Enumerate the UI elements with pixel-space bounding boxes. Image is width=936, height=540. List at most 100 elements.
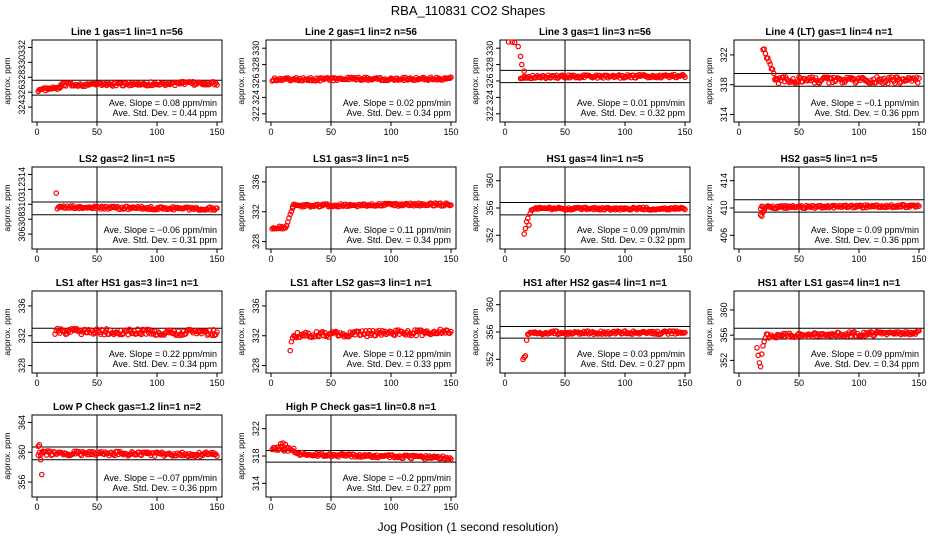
data-point	[884, 80, 891, 87]
panel-5: LS2 gas=2 lin=1 n=5 approx. ppm 0 50 100 150 3…	[2, 154, 225, 264]
panel-3: Line 3 gas=1 lin=3 n=56 approx. ppm 0 50 100…	[470, 27, 693, 137]
x-tick-label: 50	[560, 378, 570, 388]
data-points	[754, 328, 922, 370]
x-tick-label: 100	[149, 254, 164, 264]
stat-annotation: Ave. Slope = 0.02 ppm/min	[343, 98, 451, 108]
x-tick-label: 0	[736, 127, 741, 137]
panel-title: HS1 after HS2 gas=4 lin=1 n=1	[523, 278, 667, 289]
stat-annotation: Ave. Std. Dev. = 0.36 ppm	[815, 235, 919, 245]
y-tick-label: 360	[485, 173, 495, 188]
data-point	[652, 74, 658, 81]
stat-annotation: Ave. Slope = −0.07 ppm/min	[104, 473, 217, 483]
x-tick-label: 100	[149, 502, 164, 512]
data-point	[682, 329, 688, 336]
stat-annotation: Ave. Std. Dev. = 0.36 ppm	[815, 108, 919, 118]
x-tick-label: 100	[149, 127, 164, 137]
data-points	[520, 328, 688, 363]
stat-annotation: Ave. Slope = −0.1 ppm/min	[811, 98, 919, 108]
x-tick-label: 100	[383, 502, 398, 512]
data-point	[785, 78, 792, 84]
x-tick-label: 50	[92, 127, 102, 137]
y-tick-label: 314	[17, 167, 27, 182]
y-tick-label: 312	[17, 182, 27, 197]
x-tick-label: 0	[736, 254, 741, 264]
figure-x-axis-label: Jog Position (1 second resolution)	[378, 520, 559, 534]
y-axis-label: approx. ppm	[704, 57, 714, 104]
x-tick-label: 150	[443, 502, 458, 512]
y-tick-label: 318	[251, 448, 261, 463]
data-point	[515, 43, 522, 50]
y-tick-label: 360	[485, 297, 495, 312]
data-point	[524, 75, 531, 81]
data-point	[448, 74, 454, 81]
panel-title: Line 3 gas=1 lin=3 n=56	[539, 27, 651, 38]
y-tick-label: 328	[251, 358, 261, 373]
data-points	[269, 440, 454, 463]
x-tick-label: 50	[92, 502, 102, 512]
panel-title: Low P Check gas=1.2 lin=1 n=2	[53, 402, 201, 413]
y-tick-label: 352	[719, 353, 729, 368]
data-point	[766, 58, 772, 65]
plot-frame	[31, 166, 223, 250]
data-point	[613, 329, 620, 336]
data-point	[509, 39, 516, 45]
x-tick-label: 0	[502, 254, 507, 264]
stat-annotation: Ave. Slope = 0.01 ppm/min	[577, 98, 685, 108]
x-tick-label: 100	[851, 254, 866, 264]
data-point	[754, 344, 760, 351]
data-point	[761, 338, 768, 345]
y-tick-label: 332	[251, 328, 261, 343]
x-tick-label: 0	[502, 127, 507, 137]
y-tick-label: 324	[485, 90, 495, 105]
y-tick-label: 322	[251, 106, 261, 121]
panel-9: LS1 after HS1 gas=3 lin=1 n=1 approx. ppm…	[2, 278, 225, 388]
panels: Line 1 gas=1 lin=1 n=56 approx. ppm 0 50 100…	[2, 27, 927, 512]
data-point	[143, 205, 150, 212]
data-point	[59, 450, 66, 457]
stat-annotation: Ave. Std. Dev. = 0.34 ppm	[347, 235, 451, 245]
data-point	[629, 205, 636, 212]
x-tick-label: 0	[34, 378, 39, 388]
stat-annotation: Ave. Std. Dev. = 0.34 ppm	[347, 108, 451, 118]
data-point	[111, 203, 117, 210]
y-axis-label: approx. ppm	[236, 308, 246, 355]
x-tick-label: 150	[911, 378, 926, 388]
x-tick-label: 100	[383, 378, 398, 388]
x-tick-label: 150	[209, 378, 224, 388]
data-point	[356, 76, 363, 82]
x-tick-label: 150	[677, 127, 692, 137]
data-point	[190, 453, 196, 459]
data-point	[522, 353, 529, 359]
data-point	[413, 332, 420, 339]
data-points	[269, 200, 454, 232]
y-tick-label: 328	[17, 358, 27, 373]
data-point	[287, 347, 294, 354]
stat-annotation: Ave. Slope = −0.2 ppm/min	[343, 473, 451, 483]
x-tick-label: 0	[502, 378, 507, 388]
x-tick-label: 100	[617, 378, 632, 388]
panel-title: Line 2 gas=1 lin=2 n=56	[305, 27, 417, 38]
y-tick-label: 328	[485, 57, 495, 72]
y-tick-label: 336	[251, 298, 261, 313]
data-point	[868, 203, 874, 210]
stat-annotation: Ave. Std. Dev. = 0.34 ppm	[815, 359, 919, 369]
x-tick-label: 50	[326, 378, 336, 388]
data-point	[332, 328, 339, 335]
y-tick-label: 330	[251, 41, 261, 56]
data-point	[524, 215, 531, 222]
panel-title: LS1 after HS1 gas=3 lin=1 n=1	[56, 278, 199, 289]
data-point	[576, 331, 583, 337]
stat-annotation: Ave. Slope = 0.08 ppm/min	[109, 98, 217, 108]
data-point	[916, 75, 922, 81]
panel-12: HS1 after LS1 gas=4 lin=1 n=1 approx. ppm…	[704, 278, 927, 388]
stat-annotation: Ave. Slope = 0.03 ppm/min	[577, 349, 685, 359]
y-tick-label: 352	[485, 352, 495, 367]
x-tick-label: 0	[736, 378, 741, 388]
x-tick-label: 0	[268, 127, 273, 137]
panel-7: HS1 gas=4 lin=1 n=5 approx. ppm 0 50 100 150 3…	[470, 154, 693, 264]
y-tick-label: 406	[719, 228, 729, 243]
stat-annotation: Ave. Std. Dev. = 0.32 ppm	[581, 108, 685, 118]
y-tick-label: 314	[251, 476, 261, 491]
data-point	[757, 363, 764, 370]
data-point	[38, 471, 45, 478]
